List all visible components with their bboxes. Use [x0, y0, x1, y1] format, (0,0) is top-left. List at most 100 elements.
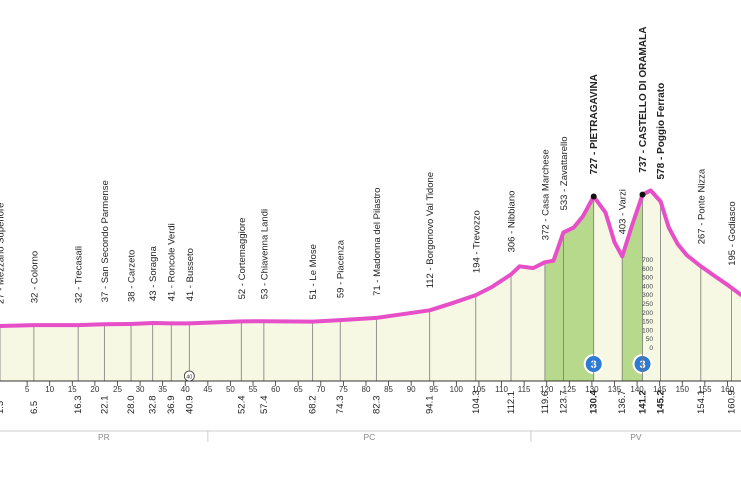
- altitude-scale-tick: 50: [646, 336, 654, 343]
- waypoint-km-label: 136.7: [617, 390, 628, 414]
- waypoint-km-label: 16.3: [73, 396, 84, 415]
- waypoint-label: 41 - Busseto: [185, 248, 196, 301]
- km-tick-label: 100: [450, 385, 464, 394]
- province-band: PR PC PV: [0, 430, 741, 442]
- km-tick-label: 40: [181, 385, 190, 394]
- waypoint-labels: 27 - Mezzano Superiore 1.5 32 - Colorno 6.5…: [0, 27, 738, 414]
- waypoint-label: 194 - Trevozzo: [471, 210, 482, 273]
- km-tick-label: 80: [362, 385, 371, 394]
- waypoint-km-label: 94.1: [425, 396, 436, 415]
- waypoint-km-label: 104.3: [471, 390, 482, 414]
- altitude-scale-tick: 100: [642, 327, 653, 334]
- km-tick-label: 115: [518, 385, 531, 394]
- km-tick-label: 125: [563, 385, 577, 394]
- waypoint-label: 727 - PIETRAGAVINA: [589, 74, 600, 174]
- altitude-scale-tick: 0: [649, 345, 653, 352]
- altitude-scale-tick: 300: [642, 292, 653, 299]
- waypoint-km-label: 112.1: [506, 391, 517, 414]
- waypoint-label: 51 - Le Mose: [308, 244, 319, 299]
- altitude-scale-tick: 200: [642, 310, 653, 317]
- altitude-scale-tick: 700: [642, 257, 653, 264]
- waypoint-label: 32 - Colorno: [29, 251, 40, 303]
- km-marker-icon: [183, 370, 195, 382]
- waypoint-km-label: 68.2: [308, 396, 319, 415]
- waypoint-label: 71 - Madonna del Pilastro: [372, 188, 383, 296]
- summit-dot: [639, 191, 646, 198]
- altitude-scale-tick: 250: [642, 301, 653, 308]
- km-tick-label: 5: [25, 385, 30, 394]
- km-tick-label: 45: [203, 385, 212, 394]
- waypoint-label: 195 - Godiasco: [727, 201, 738, 265]
- km-tick-label: 55: [249, 385, 258, 394]
- waypoint-label: 59 - Piacenza: [336, 239, 347, 298]
- waypoint-km-label: 130.4: [589, 390, 600, 414]
- km-tick-label: 160: [721, 385, 735, 394]
- waypoint-label: 53 - Chiavenna Landi: [259, 209, 270, 299]
- waypoint-label: 533 - Zavattarello: [559, 136, 570, 210]
- altitude-scale-tick: 150: [642, 319, 653, 326]
- km-tick-label: 30: [136, 385, 145, 394]
- province-label: PC: [363, 432, 375, 442]
- waypoint-label: 41 - Roncole Verdi: [167, 223, 178, 301]
- km-tick-label: 75: [339, 385, 348, 394]
- waypoint-km-label: 82.3: [371, 396, 382, 415]
- waypoint-label: 403 - Varzi: [618, 189, 629, 234]
- km-axis: 5 10 15 20 25 30 35 40 45 50 55 60 65 70 75 80 85 90 95 100…: [0, 370, 741, 394]
- km-tick-label: 135: [608, 385, 622, 394]
- km-tick-label: 90: [407, 385, 416, 394]
- km-tick-label: 85: [384, 385, 393, 394]
- km-tick-label: 140: [630, 385, 644, 394]
- waypoint-label: 737 - CASTELLO DI ORAMALA: [638, 27, 649, 173]
- waypoint-label: 267 - Ponte Nizza: [696, 168, 707, 244]
- waypoint-label: 52 - Cortemaggiore: [237, 218, 248, 300]
- waypoint-label: 37 - San Secondo Parmense: [100, 180, 111, 302]
- waypoint-km-label: 22.1: [99, 396, 110, 415]
- waypoint-km-label: 40.9: [184, 396, 195, 415]
- km-tick-label: 25: [113, 385, 122, 394]
- km-tick-label: 35: [158, 385, 167, 394]
- altitude-scale-tick: 500: [642, 275, 653, 282]
- waypoint-label: 112 - Borgonovo Val Tidone: [425, 172, 436, 288]
- waypoint-km-label: 145.2: [656, 390, 667, 414]
- waypoint-label: 372 - Casa Marchese: [540, 149, 551, 240]
- km-tick-label: 50: [226, 385, 235, 394]
- summit-dot: [590, 193, 597, 200]
- km-tick-label: 130: [585, 385, 599, 394]
- waypoint-km-label: 6.5: [29, 401, 40, 414]
- km-tick-label: 120: [540, 385, 554, 394]
- waypoint-km-label: 74.3: [335, 396, 346, 415]
- km-marker-label: 40: [186, 375, 192, 381]
- km-tick-label: 70: [316, 385, 325, 394]
- waypoint-label: 32 - Trecasali: [74, 246, 85, 303]
- km-tick-label: 150: [676, 385, 690, 394]
- waypoint-km-label: 28.0: [126, 396, 137, 415]
- waypoint-km-label: 36.9: [166, 396, 177, 415]
- km-tick-label: 65: [294, 385, 303, 394]
- waypoint-km-label: 160.9: [727, 390, 738, 414]
- km-tick-label: 10: [45, 385, 54, 394]
- waypoint-km-label: 123.7: [558, 390, 569, 414]
- waypoint-label: 43 - Soragna: [148, 245, 159, 301]
- km-tick-label: 15: [68, 385, 77, 394]
- waypoint-km-label: 1.5: [0, 401, 6, 414]
- climb-area: [544, 196, 594, 381]
- province-label: PR: [98, 432, 110, 442]
- waypoint-km-label: 119.6: [540, 391, 551, 414]
- km-tick-label: 105: [472, 385, 486, 394]
- vertical-guides: [0, 194, 732, 381]
- waypoint-km-label: 52.4: [236, 396, 247, 415]
- altitude-scale-tick: 600: [642, 266, 653, 273]
- km-tick-label: 155: [698, 385, 712, 394]
- km-tick-label: 145: [653, 385, 667, 394]
- km-tick-label: 110: [495, 385, 508, 394]
- waypoint-label: 38 - Carzeto: [127, 250, 138, 302]
- profile-line-layer: [0, 188, 741, 328]
- profile-line: [0, 188, 741, 328]
- altitude-scale-tick: 400: [642, 283, 653, 290]
- km-tick-label: 20: [90, 385, 99, 394]
- waypoint-km-label: 32.8: [148, 396, 159, 415]
- waypoint-km-label: 141.2: [638, 390, 649, 414]
- km-tick-label: 95: [429, 385, 438, 394]
